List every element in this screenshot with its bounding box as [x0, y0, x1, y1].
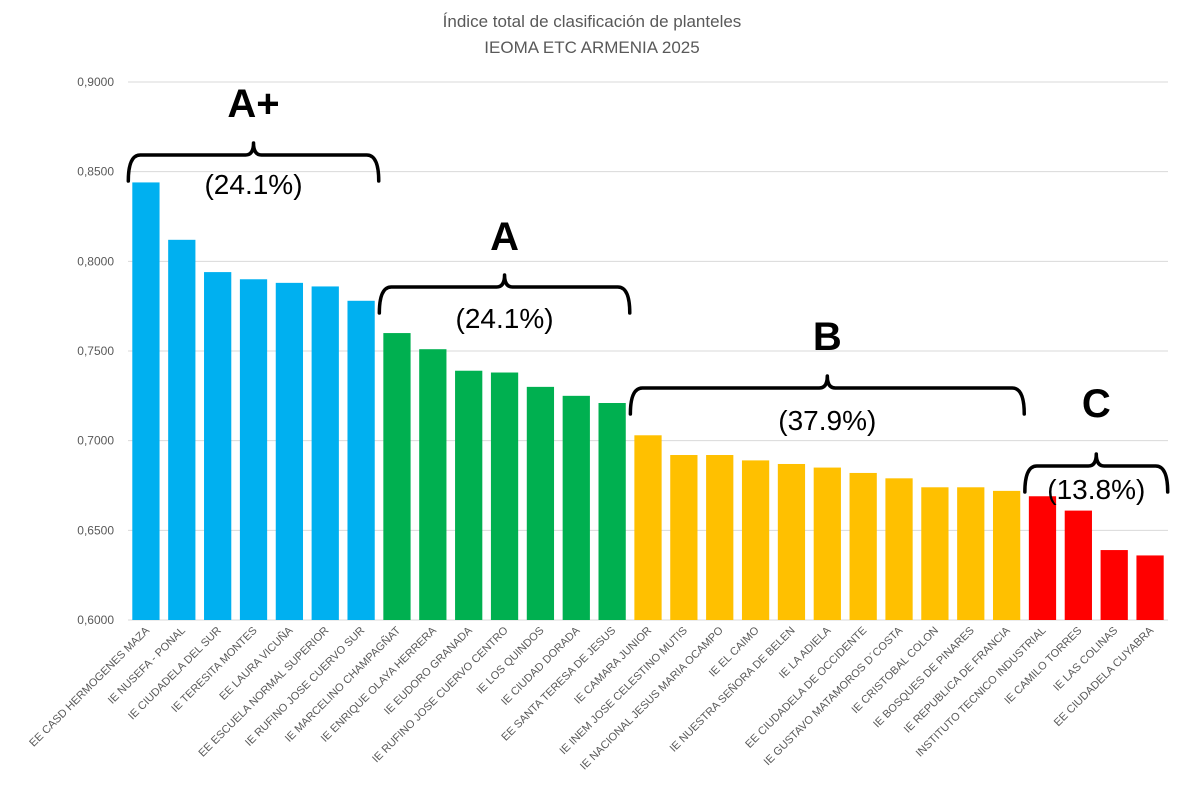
bar [455, 370, 483, 620]
y-tick-label: 0,9000 [77, 75, 114, 89]
bar [204, 272, 232, 620]
x-tick-label: IE RUFINO JOSE CUERVO CENTRO [370, 624, 511, 765]
chart-title: Índice total de clasificación de plantel… [443, 12, 742, 31]
bar [490, 372, 519, 620]
bar [562, 395, 590, 620]
bar [383, 333, 411, 620]
group-bracket [628, 374, 1026, 416]
group-percent: (37.9%) [778, 405, 876, 436]
bars [132, 182, 1164, 620]
bar [1028, 496, 1057, 620]
y-tick-label: 0,7500 [77, 344, 114, 358]
x-tick-label: EE ESCUELA NORMAL SUPERIOR [197, 625, 332, 760]
group-percent: (24.1%) [456, 303, 554, 334]
bar [347, 300, 375, 620]
group-label: C [1082, 382, 1111, 426]
y-tick-label: 0,8000 [77, 254, 114, 268]
bar [813, 467, 841, 620]
y-tick-label: 0,6000 [77, 613, 114, 627]
group-bracket [377, 273, 632, 315]
bar [921, 487, 949, 620]
group-bracket [126, 141, 381, 183]
x-tick-label: IE LAS COLINAS [1051, 625, 1120, 694]
bar [634, 435, 662, 620]
bar [1136, 555, 1164, 620]
bar [849, 472, 877, 620]
y-tick-label: 0,7000 [77, 434, 114, 448]
bar [957, 487, 985, 620]
bar [670, 455, 698, 620]
x-tick-label: IE LOS QUINDOS [475, 625, 547, 697]
x-tick-label: IE NUESTRA SEÑORA DE BELEN [667, 624, 798, 755]
group-percent: (24.1%) [204, 169, 302, 200]
bar [741, 460, 770, 620]
bar [1064, 510, 1092, 620]
x-tick-label: INSTITUTO TECNICO INDUSTRIAL [914, 625, 1049, 760]
bar [885, 478, 913, 620]
group-bracket [1023, 452, 1170, 494]
x-tick-label: IE INEM JOSE CELESTINO MUTIS [557, 625, 690, 758]
bar [168, 239, 196, 620]
bar [239, 279, 268, 620]
y-axis-ticks: 0,6000 0,6500 0,7000 0,7500 0,8000 0,8500 0,90… [77, 75, 114, 627]
bar [777, 463, 806, 620]
y-tick-label: 0,6500 [77, 523, 114, 537]
bar [992, 490, 1021, 620]
group-label: B [813, 315, 842, 359]
chart-subtitle: IEOMA ETC ARMENIA 2025 [484, 38, 699, 57]
group-label: A+ [227, 82, 279, 126]
bar [132, 182, 160, 620]
group-percent: (13.8%) [1047, 474, 1145, 505]
y-tick-label: 0,8500 [77, 165, 114, 179]
bar [275, 282, 304, 620]
bar [311, 286, 339, 620]
group-label: A [490, 215, 519, 259]
bar [526, 386, 555, 620]
bar [1100, 550, 1128, 620]
group-annotations: A+ (24.1%) A (24.1%) B (37.9%) C (13.8%) [126, 82, 1170, 505]
bar [419, 349, 447, 620]
bar [706, 455, 734, 620]
bar [598, 403, 626, 620]
